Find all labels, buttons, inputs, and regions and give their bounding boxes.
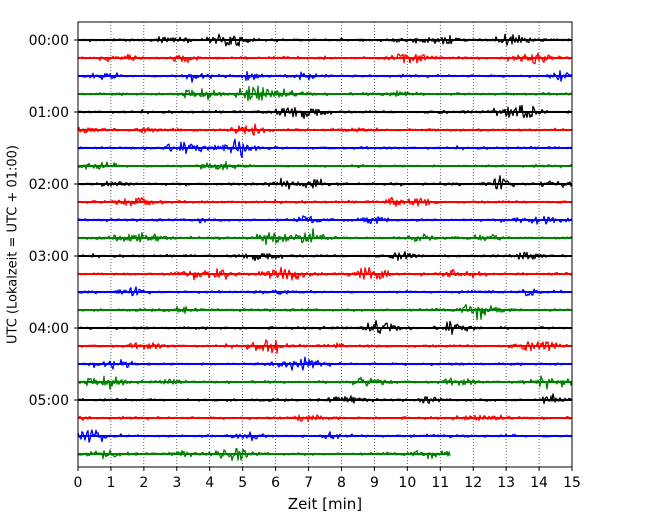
x-tick-label: 14: [530, 475, 548, 491]
y-tick-label: 01:00: [29, 105, 69, 121]
x-tick-label: 3: [172, 475, 181, 491]
trace-line: [77, 175, 573, 190]
x-tick-label: 0: [74, 475, 83, 491]
y-tick-label: 03:00: [29, 249, 69, 265]
y-tick-label: 00:00: [29, 33, 69, 49]
x-axis-label: Zeit [min]: [288, 495, 362, 513]
y-axis-ticks: 00:00 01:00 02:00 03:00 04:00 05:00: [29, 33, 78, 409]
x-tick-label: 9: [370, 475, 379, 491]
trace-line: [77, 393, 573, 405]
x-tick-label: 1: [106, 475, 115, 491]
seismic-traces: [77, 33, 573, 461]
x-tick-label: 10: [398, 475, 416, 491]
y-tick-label: 04:00: [29, 321, 69, 337]
x-tick-label: 15: [563, 475, 581, 491]
x-tick-label: 13: [497, 475, 515, 491]
x-axis-ticks: 0 1 2 3 4 5 6 7 8 9 10 11 12 13 14 15: [74, 467, 581, 491]
x-tick-label: 5: [238, 475, 247, 491]
trace-line: [77, 228, 573, 246]
trace-line: [77, 303, 573, 321]
x-tick-label: 8: [337, 475, 346, 491]
y-tick-label: 05:00: [29, 393, 69, 409]
vertical-grid: [110, 22, 540, 467]
x-tick-label: 4: [205, 475, 214, 491]
plot-frame: [77, 21, 573, 468]
x-tick-label: 6: [271, 475, 280, 491]
x-tick-label: 2: [139, 475, 148, 491]
y-tick-label: 02:00: [29, 177, 69, 193]
x-tick-label: 11: [431, 475, 449, 491]
x-tick-label: 12: [464, 475, 482, 491]
x-tick-label: 7: [304, 475, 313, 491]
y-axis-label: UTC (Lokalzeit = UTC + 01:00): [6, 145, 21, 344]
